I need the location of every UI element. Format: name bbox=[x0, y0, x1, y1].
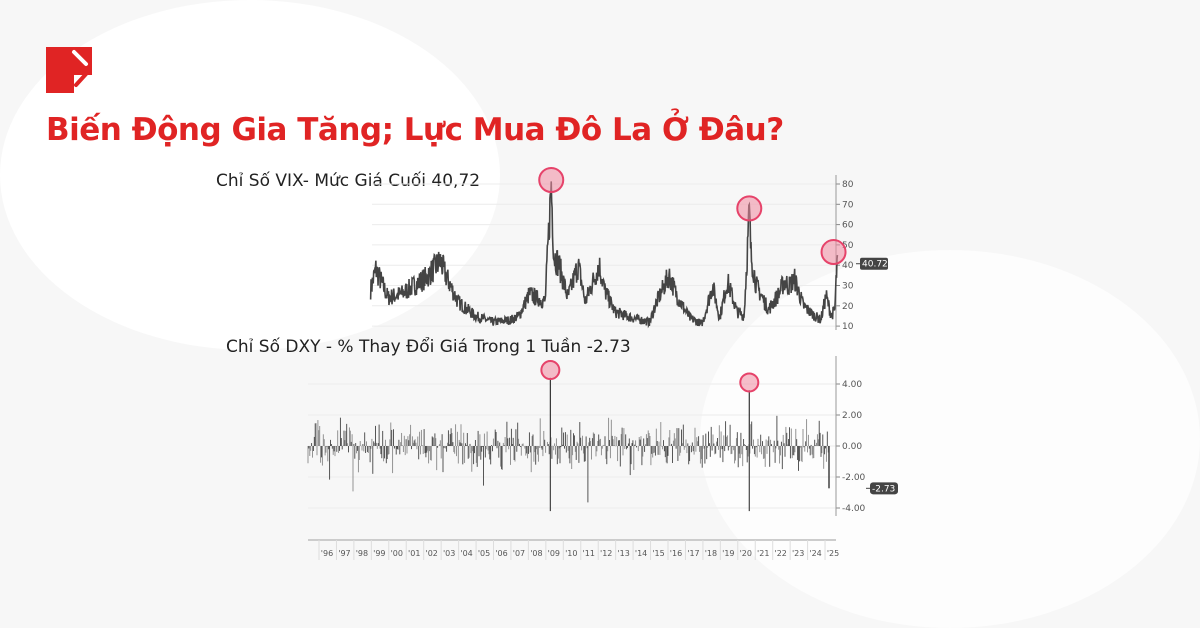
x-tick-label: '13 bbox=[617, 549, 629, 558]
vix-y-tick-label: 10 bbox=[842, 322, 854, 332]
dxy-last-value-badge bbox=[870, 482, 898, 495]
vix-y-tick-label: 50 bbox=[842, 241, 854, 251]
vix-peak-highlight bbox=[820, 239, 847, 266]
x-tick-label: '18 bbox=[705, 549, 717, 558]
x-tick-label: '09 bbox=[548, 549, 560, 558]
x-tick-label: '05 bbox=[478, 549, 490, 558]
x-tick-label: '01 bbox=[408, 549, 420, 558]
x-tick-label: '23 bbox=[792, 549, 804, 558]
x-tick-label: '96 bbox=[321, 549, 333, 558]
x-tick-label: '99 bbox=[373, 549, 385, 558]
x-tick-label: '07 bbox=[513, 549, 525, 558]
x-tick-label: '25 bbox=[827, 549, 839, 558]
dxy-y-tick-label: -2.00 bbox=[842, 473, 866, 483]
vix-series-line bbox=[369, 181, 839, 329]
dxy-y-tick-label: 0.00 bbox=[842, 442, 862, 452]
x-tick-label: '22 bbox=[775, 549, 787, 558]
x-tick-label: '00 bbox=[391, 549, 403, 558]
x-tick-label: '19 bbox=[722, 549, 734, 558]
x-tick-label: '12 bbox=[600, 549, 612, 558]
dxy-last-value-label: -2.73 bbox=[872, 484, 895, 494]
x-tick-label: '04 bbox=[460, 549, 472, 558]
x-tick-label: '17 bbox=[687, 549, 699, 558]
x-tick-label: '02 bbox=[426, 549, 438, 558]
dxy-y-tick-label: 4.00 bbox=[842, 380, 862, 390]
dxy-y-tick-label: -4.00 bbox=[842, 504, 866, 514]
vix-last-value-label: 40.72 bbox=[862, 260, 888, 270]
dxy-chart-title: Chỉ Số DXY - % Thay Đổi Giá Trong 1 Tuần… bbox=[226, 337, 631, 357]
vix-peak-highlight bbox=[538, 167, 565, 193]
x-tick-label: '11 bbox=[583, 549, 595, 558]
x-tick-label: '21 bbox=[757, 549, 769, 558]
x-tick-label: '98 bbox=[356, 549, 368, 558]
dxy-peak-highlight bbox=[540, 360, 561, 381]
vix-peak-highlight bbox=[736, 195, 763, 222]
dxy-y-tick-label: 2.00 bbox=[842, 411, 862, 421]
logo bbox=[46, 47, 92, 93]
x-tick-label: '16 bbox=[670, 549, 682, 558]
page-title: Biến Động Gia Tăng; Lực Mua Đô La Ở Đâu? bbox=[46, 112, 784, 148]
x-tick-label: '14 bbox=[635, 549, 647, 558]
x-tick-label: '03 bbox=[443, 549, 455, 558]
x-tick-label: '24 bbox=[809, 549, 821, 558]
x-tick-label: '10 bbox=[565, 549, 577, 558]
vix-y-tick-label: 80 bbox=[842, 180, 854, 190]
vix-y-tick-label: 30 bbox=[842, 282, 854, 292]
x-tick-label: '97 bbox=[338, 549, 350, 558]
x-tick-label: '15 bbox=[652, 549, 664, 558]
x-tick-label: '20 bbox=[740, 549, 752, 558]
dxy-peak-highlight bbox=[739, 372, 760, 393]
vix-y-tick-label: 70 bbox=[842, 200, 854, 210]
vix-y-tick-label: 40 bbox=[842, 261, 854, 271]
x-tick-label: '08 bbox=[530, 549, 542, 558]
vix-last-value-badge bbox=[860, 257, 888, 270]
x-tick-label: '06 bbox=[495, 549, 507, 558]
vix-y-tick-label: 20 bbox=[842, 302, 854, 312]
vix-chart-title: Chỉ Số VIX- Mức Giá Cuối 40,72 bbox=[216, 171, 481, 191]
vix-y-tick-label: 60 bbox=[842, 221, 854, 231]
